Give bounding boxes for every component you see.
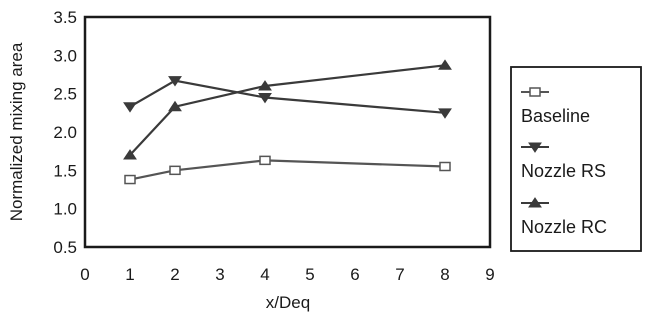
x-tick-label: 3 xyxy=(215,265,224,284)
legend-marker-nozzle-rc xyxy=(528,197,542,208)
y-axis-tick-labels: 0.5 1.0 1.5 2.0 2.5 3.0 3.5 xyxy=(53,8,77,257)
x-tick-label: 6 xyxy=(350,265,359,284)
y-tick-label: 0.5 xyxy=(53,238,77,257)
y-tick-label: 1.0 xyxy=(53,200,77,219)
x-tick-label: 7 xyxy=(395,265,404,284)
y-tick-label: 3.0 xyxy=(53,46,77,65)
data-point-nozzle-rc xyxy=(168,100,182,112)
y-tick-label: 2.0 xyxy=(53,123,77,142)
x-axis-title: x/Deq xyxy=(266,293,310,312)
y-tick-label: 2.5 xyxy=(53,85,77,104)
x-tick-label: 1 xyxy=(125,265,134,284)
series-layer xyxy=(123,59,452,185)
legend-box xyxy=(510,66,642,252)
y-tick-label: 1.5 xyxy=(53,161,77,180)
data-point-nozzle-rs xyxy=(168,76,182,87)
legend-label-nozzle-rc: Nozzle RC xyxy=(521,217,607,237)
x-tick-label: 4 xyxy=(260,265,269,284)
data-point-baseline xyxy=(169,165,181,176)
data-point-nozzle-rs xyxy=(438,108,452,119)
y-axis-title: Normalized mixing area xyxy=(7,42,26,221)
x-tick-label: 8 xyxy=(440,265,449,284)
x-axis-tick-labels: 0 1 2 3 4 5 6 7 8 9 xyxy=(80,265,494,284)
series-line-nozzle-rc xyxy=(129,64,446,156)
series-line-nozzle-rs xyxy=(129,79,446,114)
legend-label-baseline: Baseline xyxy=(521,106,590,126)
x-tick-label: 2 xyxy=(170,265,179,284)
legend-marker-baseline xyxy=(529,87,541,97)
data-point-nozzle-rs xyxy=(123,102,137,113)
x-tick-label: 5 xyxy=(305,265,314,284)
series-line-baseline xyxy=(129,159,446,181)
data-point-nozzle-rs xyxy=(258,93,272,104)
y-tick-label: 3.5 xyxy=(53,8,77,27)
x-tick-label: 9 xyxy=(485,265,494,284)
legend-marker-nozzle-rs xyxy=(528,142,542,153)
legend-label-nozzle-rs: Nozzle RS xyxy=(521,161,606,181)
data-point-nozzle-rc xyxy=(123,149,137,160)
data-point-nozzle-rc xyxy=(258,80,272,91)
data-point-baseline xyxy=(124,174,136,185)
x-tick-label: 0 xyxy=(80,265,89,284)
data-point-baseline xyxy=(259,155,271,166)
data-point-baseline xyxy=(439,161,451,172)
legend: Baseline Nozzle RS Nozzle RC xyxy=(521,87,607,237)
data-point-nozzle-rc xyxy=(438,59,452,70)
plot-area-frame xyxy=(83,15,492,249)
